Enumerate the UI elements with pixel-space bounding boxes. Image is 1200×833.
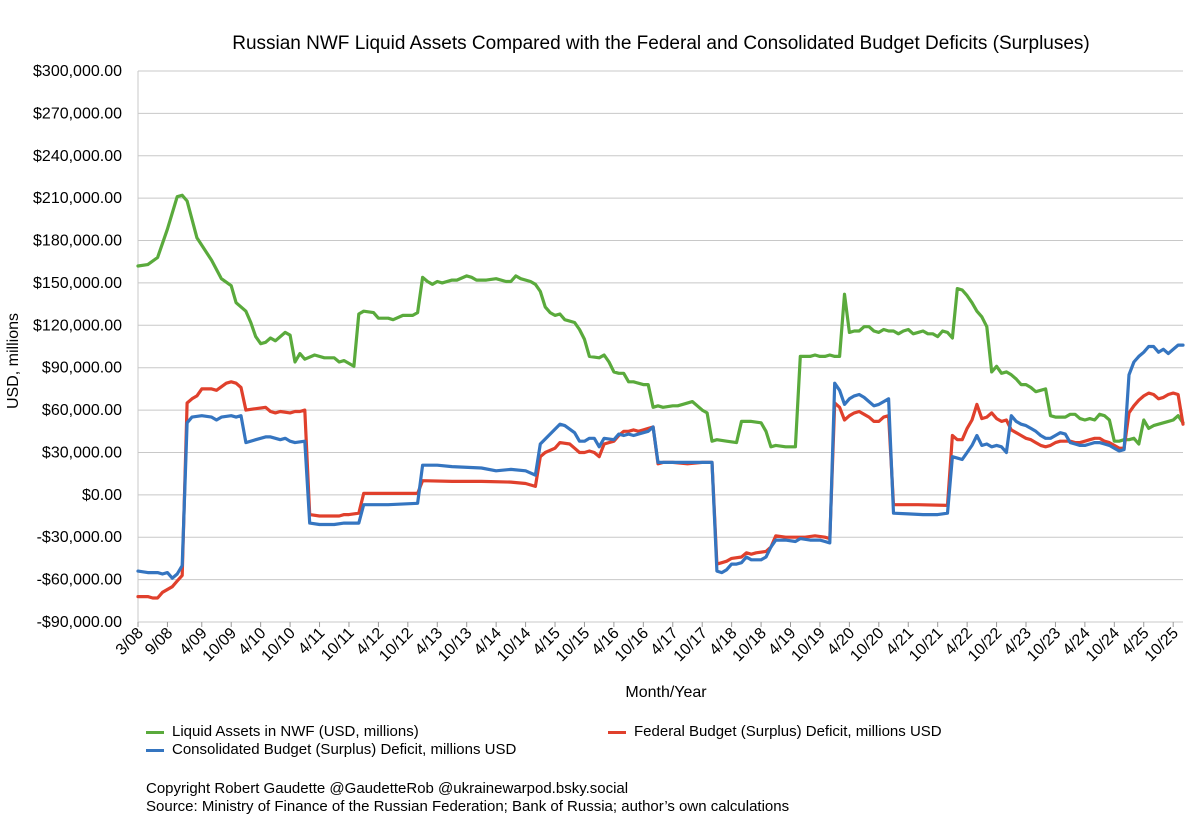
x-tick-label: 10/13	[435, 625, 475, 665]
y-axis-label: USD, millions	[5, 313, 22, 409]
x-tick-label: 10/17	[671, 625, 711, 665]
y-tick-label: $30,000.00	[42, 444, 122, 461]
y-tick-label: $180,000.00	[33, 233, 122, 250]
chart-title: Russian NWF Liquid Assets Compared with …	[232, 33, 1090, 54]
y-tick-label: $270,000.00	[33, 105, 122, 122]
y-tick-label: -$90,000.00	[37, 614, 123, 631]
x-tick-label: 10/25	[1142, 625, 1182, 665]
series-lines	[136, 193, 1185, 600]
y-tick-label: $0.00	[82, 487, 122, 504]
y-tick-label: $240,000.00	[33, 148, 122, 165]
x-tick-label: 10/10	[259, 625, 299, 665]
x-axis-label: Month/Year	[625, 684, 707, 701]
y-tick-label: $300,000.00	[33, 63, 122, 80]
x-tick-label: 10/18	[730, 625, 770, 665]
x-tick-label: 10/23	[1024, 625, 1064, 665]
x-tick-label: 10/11	[318, 625, 358, 665]
x-tick-label: 10/20	[847, 625, 887, 665]
series-line-consolidated	[136, 343, 1185, 580]
x-tick-label: 9/08	[142, 625, 176, 659]
x-tick-label: 10/12	[376, 625, 416, 665]
x-tick-label: 10/15	[553, 625, 593, 665]
series-line-federal	[136, 380, 1185, 600]
y-tick-label: $210,000.00	[33, 190, 122, 207]
y-tick-label: $150,000.00	[33, 275, 122, 292]
x-tick-label: 10/24	[1083, 625, 1123, 665]
y-tick-label: $90,000.00	[42, 360, 122, 377]
y-tick-label: -$30,000.00	[37, 529, 123, 546]
x-tick-label: 10/22	[965, 625, 1005, 665]
x-tick-label: 10/09	[200, 625, 240, 665]
x-tick-label: 10/21	[906, 625, 946, 665]
x-axis-ticks: 3/089/08 4/0910/094/1010/104/1110/114/121…	[113, 622, 1182, 665]
series-line-nwf	[136, 193, 1185, 449]
x-tick-label: 10/16	[612, 625, 652, 665]
y-tick-label: $60,000.00	[42, 402, 122, 419]
y-tick-label: $120,000.00	[33, 317, 122, 334]
y-axis-ticks: -$90,000.00 -$60,000.00 -$30,000.00 $0.00 $3…	[33, 63, 122, 631]
gridlines	[137, 70, 1183, 623]
y-tick-label: -$60,000.00	[37, 572, 123, 589]
x-tick-label: 10/19	[788, 625, 828, 665]
x-tick-label: 10/14	[494, 625, 534, 665]
